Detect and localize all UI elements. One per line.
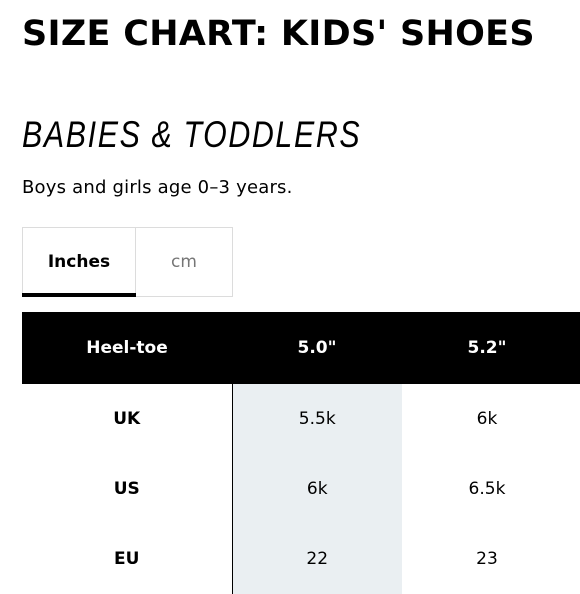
size-table: Heel-toe 5.0" 5.2" UK 5.5k 6k US 6k 6.5k… [22, 312, 580, 594]
size-table-header: Heel-toe 5.0" 5.2" [22, 312, 580, 384]
table-cell: 6k [232, 454, 402, 524]
section-subtitle: Boys and girls age 0–3 years. [22, 177, 293, 198]
row-label-us: US [22, 454, 233, 524]
table-cell: 23 [476, 549, 498, 569]
tab-inches[interactable]: Inches [22, 228, 136, 297]
table-row-us: US 6k 6.5k [22, 454, 580, 524]
row-label-eu: EU [22, 524, 233, 594]
table-row-eu: EU 22 23 [22, 524, 580, 594]
table-cell-overflow [572, 384, 580, 454]
table-cell-overflow [572, 524, 580, 594]
unit-toggle: Inches cm [22, 227, 233, 297]
table-cell: 22 [232, 524, 402, 594]
table-cell: 6.5k [468, 479, 506, 499]
page-title: SIZE CHART: KIDS' SHOES [22, 14, 535, 54]
header-size-5-2: 5.2" [402, 312, 572, 384]
table-row-uk: UK 5.5k 6k [22, 384, 580, 454]
header-size-5-0: 5.0" [232, 312, 402, 384]
header-heel-toe: Heel-toe [22, 312, 232, 384]
section-title: BABIES & TODDLERS [22, 114, 362, 155]
table-cell-overflow [572, 454, 580, 524]
tab-cm[interactable]: cm [171, 252, 197, 272]
header-row: Heel-toe 5.0" 5.2" [22, 312, 580, 384]
table-cell: 6k [476, 409, 498, 429]
table-cell: 5.5k [232, 384, 402, 454]
size-table-body: UK 5.5k 6k US 6k 6.5k EU 22 23 [22, 384, 580, 594]
header-overflow-cell [572, 312, 580, 384]
row-label-uk: UK [22, 384, 233, 454]
